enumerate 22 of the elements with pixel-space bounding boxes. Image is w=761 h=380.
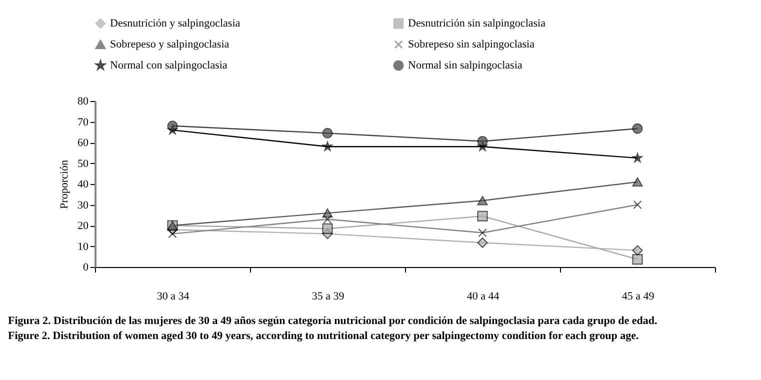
y-tick-label: 80	[78, 96, 89, 108]
legend-label: Desnutrición y salpingoclasia	[110, 18, 240, 30]
y-tick-label: 10	[78, 240, 89, 253]
y-tick-label: 30	[78, 199, 89, 212]
x-tick-label: 35 a 39	[312, 290, 345, 302]
y-tick-label: 40	[78, 178, 89, 190]
caption: Figure 2. Distribution of women aged 30 to 49 years, according to nutritional category per salpingectomy condition for each group age.	[8, 330, 639, 342]
y-tick-label: 70	[78, 116, 89, 128]
y-tick-label: 0	[83, 262, 89, 274]
legend-label: Desnutrición sin salpingoclasia	[408, 18, 546, 30]
legend-label: Normal con salpingoclasia	[110, 60, 228, 72]
legend-label: Normal sin salpingoclasia	[408, 60, 522, 72]
x-tick-label: 30 a 34	[156, 290, 190, 302]
legend-label: Sobrepeso y salpingoclasia	[110, 38, 230, 50]
y-tick-label: 60	[78, 137, 89, 149]
y-axis-title: Proporción	[58, 160, 70, 209]
text: Figura 2. Distribución de las mujeres de 30 a 49 años según categoría nutricional por condición de salpingoclasia para cada grupo de edad.	[8, 315, 658, 327]
x-tick-label: 40 a 44	[466, 290, 500, 302]
y-tick-label: 20	[78, 220, 89, 232]
legend-label: Sobrepeso sin salpingoclasia	[408, 38, 535, 50]
x-tick-label: 45 a 49	[622, 290, 655, 302]
y-tick-label: 50	[78, 158, 89, 170]
